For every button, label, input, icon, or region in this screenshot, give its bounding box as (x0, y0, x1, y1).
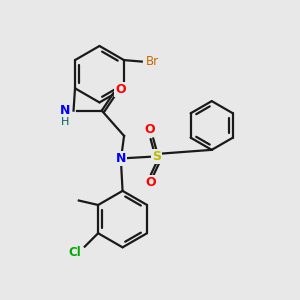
Text: O: O (144, 123, 155, 136)
Text: Cl: Cl (69, 246, 82, 259)
Text: N: N (60, 104, 70, 117)
Text: O: O (115, 83, 125, 96)
Text: N: N (116, 152, 126, 165)
Text: Br: Br (146, 55, 159, 68)
Text: H: H (61, 117, 69, 127)
Text: S: S (152, 150, 161, 163)
Text: O: O (146, 176, 156, 189)
